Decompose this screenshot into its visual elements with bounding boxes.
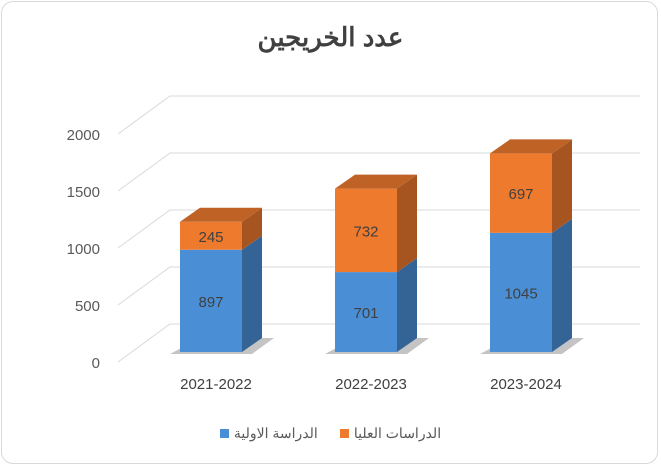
bar-segment <box>180 249 242 352</box>
bar-segment <box>490 232 552 352</box>
legend-item-undergraduate: الدراسة الاولية <box>219 425 318 442</box>
bar-segment <box>335 188 397 273</box>
bar-side <box>397 174 417 273</box>
bar-side <box>552 139 572 233</box>
legend-label: الدراسة الاولية <box>233 425 318 441</box>
gridline <box>117 152 640 192</box>
legend-swatch <box>339 429 349 438</box>
legend: الدراسة الاولية الدراسات العليا <box>0 425 661 442</box>
y-tick-label: 1500 <box>67 184 100 201</box>
bar-side <box>552 218 572 352</box>
legend-item-graduate: الدراسات العليا <box>339 425 442 442</box>
bar-segment <box>335 272 397 352</box>
y-tick-label: 0 <box>92 355 100 372</box>
bar-top <box>180 207 262 222</box>
data-label: 732 <box>353 223 378 240</box>
data-label: 245 <box>198 229 223 246</box>
chart-title: عدد الخريجين <box>257 22 404 52</box>
gridline <box>117 95 640 135</box>
x-tick-label: 2023-2024 <box>490 376 562 393</box>
bar-top <box>335 174 417 189</box>
gridline <box>117 323 640 363</box>
y-tick-label: 500 <box>75 298 100 315</box>
y-tick-label: 1000 <box>67 241 100 258</box>
data-label: 1045 <box>504 285 537 302</box>
bar-side <box>242 207 262 250</box>
data-label: 897 <box>198 294 223 311</box>
x-tick-label: 2021-2022 <box>180 376 252 393</box>
legend-label: الدراسات العليا <box>353 425 442 441</box>
data-label: 701 <box>353 305 378 322</box>
y-tick-label: 2000 <box>67 127 100 144</box>
bar-segment <box>180 221 242 250</box>
x-tick-label: 2022-2023 <box>335 376 407 393</box>
bar-top <box>490 139 572 154</box>
legend-swatch <box>219 429 229 438</box>
bar-side <box>242 235 262 352</box>
bar-side <box>397 258 417 352</box>
data-label: 697 <box>508 186 533 203</box>
gridline <box>117 266 640 306</box>
gridline <box>117 209 640 249</box>
bar-segment <box>490 153 552 233</box>
